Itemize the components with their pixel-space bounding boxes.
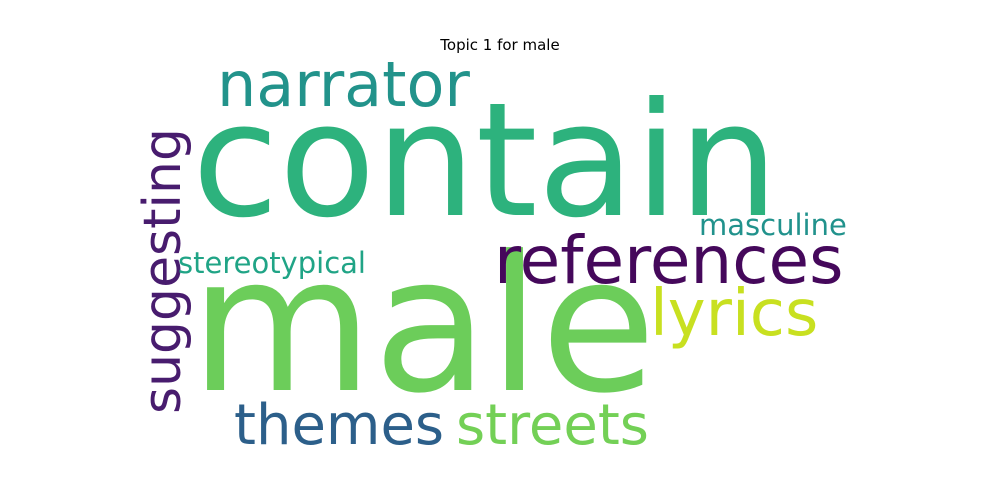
word-masculine: masculine xyxy=(699,208,847,242)
word-suggesting: suggesting xyxy=(133,128,193,414)
word-lyrics: lyrics xyxy=(650,277,818,351)
word-contain: contain xyxy=(192,69,778,253)
word-streets: streets xyxy=(456,393,649,458)
word-themes: themes xyxy=(234,393,444,458)
figure-title: Topic 1 for male xyxy=(440,36,560,54)
word-narrator: narrator xyxy=(217,48,470,121)
word-references: references xyxy=(494,222,844,299)
word-stereotypical: stereotypical xyxy=(178,246,366,280)
word-male: male xyxy=(190,216,656,435)
